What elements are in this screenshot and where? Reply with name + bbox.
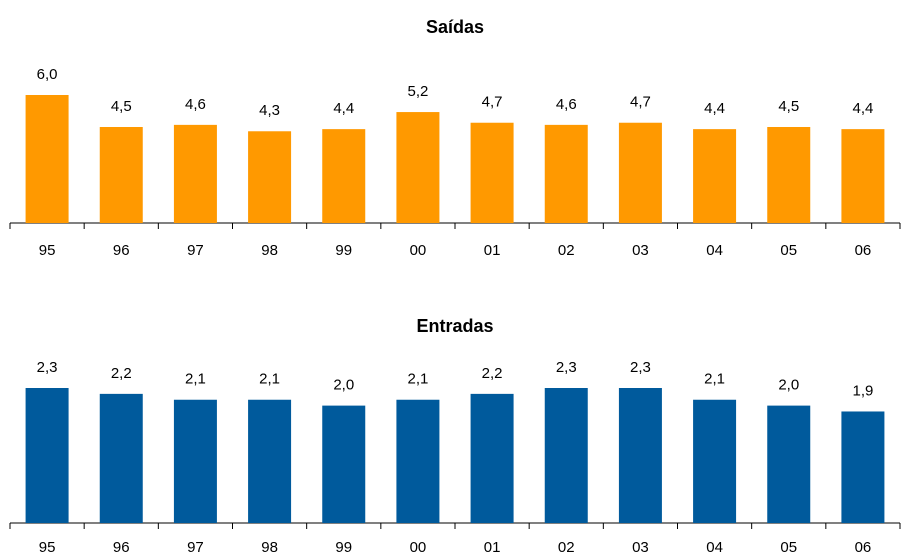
value-label: 2,0 (778, 377, 799, 394)
x-tick-label: 96 (113, 539, 130, 555)
x-tick-label: 04 (706, 242, 723, 259)
x-tick-label: 99 (335, 242, 352, 259)
value-label: 2,1 (407, 371, 428, 388)
value-label: 4,5 (111, 98, 132, 115)
bar (618, 388, 662, 523)
chart-title: Saídas (426, 17, 484, 37)
x-tick-label: 06 (855, 539, 872, 555)
bar (470, 122, 514, 223)
x-tick-label: 99 (335, 539, 352, 555)
x-tick-label: 95 (39, 242, 56, 259)
x-tick-label: 03 (632, 539, 649, 555)
value-label: 4,4 (704, 100, 725, 117)
value-label: 2,1 (185, 371, 206, 388)
bar (173, 399, 217, 523)
x-tick-label: 05 (780, 242, 797, 259)
value-label: 2,2 (111, 365, 132, 382)
bar (25, 388, 69, 523)
value-label: 4,4 (333, 100, 354, 117)
bar (322, 405, 366, 523)
chart-title: Entradas (416, 316, 493, 336)
x-tick-label: 02 (558, 242, 575, 259)
bar (248, 131, 292, 223)
bar (470, 393, 514, 523)
bar (396, 112, 440, 223)
x-tick-label: 06 (855, 242, 872, 259)
value-label: 5,2 (407, 83, 428, 100)
bar (99, 393, 143, 523)
bar (841, 129, 885, 223)
bar (396, 399, 440, 523)
value-label: 2,3 (556, 359, 577, 376)
x-tick-label: 97 (187, 242, 204, 259)
bar (173, 124, 217, 223)
value-label: 2,3 (37, 359, 58, 376)
x-tick-label: 01 (484, 242, 501, 259)
x-tick-label: 02 (558, 539, 575, 555)
bar (767, 127, 811, 223)
bar (248, 399, 292, 523)
x-tick-label: 97 (187, 539, 204, 555)
bar (322, 129, 366, 223)
value-label: 4,7 (630, 94, 651, 111)
bar (544, 388, 588, 523)
x-tick-label: 01 (484, 539, 501, 555)
value-label: 1,9 (852, 382, 873, 399)
x-tick-label: 98 (261, 539, 278, 555)
x-tick-label: 00 (410, 539, 427, 555)
bar (618, 122, 662, 223)
x-tick-label: 05 (780, 539, 797, 555)
value-label: 2,3 (630, 359, 651, 376)
bar (99, 127, 143, 223)
value-label: 6,0 (37, 66, 58, 83)
value-label: 4,6 (185, 96, 206, 113)
x-tick-label: 98 (261, 242, 278, 259)
value-label: 2,0 (333, 377, 354, 394)
x-tick-label: 96 (113, 242, 130, 259)
bar (693, 399, 737, 523)
x-tick-label: 04 (706, 539, 723, 555)
bar (841, 411, 885, 523)
value-label: 4,6 (556, 96, 577, 113)
value-label: 4,5 (778, 98, 799, 115)
bar (25, 95, 69, 223)
x-tick-label: 03 (632, 242, 649, 259)
value-label: 2,1 (704, 371, 725, 388)
x-tick-label: 00 (410, 242, 427, 259)
value-label: 2,1 (259, 371, 280, 388)
value-label: 2,2 (482, 365, 503, 382)
bar (544, 124, 588, 223)
value-label: 4,3 (259, 102, 280, 119)
x-tick-label: 95 (39, 539, 56, 555)
bar (693, 129, 737, 223)
value-label: 4,4 (852, 100, 873, 117)
value-label: 4,7 (482, 94, 503, 111)
bar (767, 405, 811, 523)
